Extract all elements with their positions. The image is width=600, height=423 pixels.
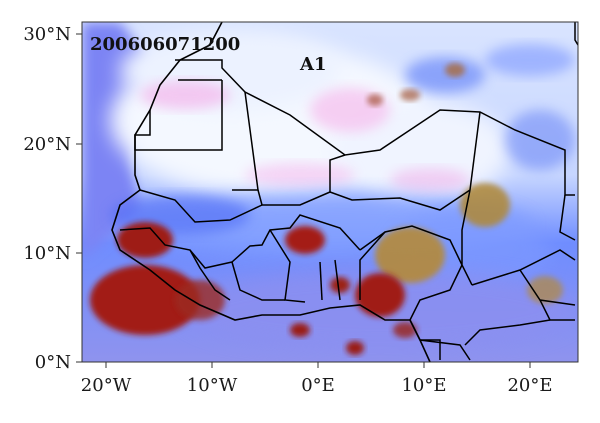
lon-label-20e: 20°E (507, 375, 552, 396)
lon-label-10e: 10°E (401, 375, 446, 396)
lat-label-30n: 30°N (23, 24, 71, 45)
satellite-imagery (82, 22, 578, 362)
lat-label-0n: 0°N (35, 352, 71, 373)
coastline (111, 22, 431, 362)
map-frame (81, 21, 579, 363)
lat-label-10n: 10°N (23, 243, 71, 264)
timestamp-label: 200606071200 (90, 34, 240, 55)
lat-label-20n: 20°N (23, 134, 71, 155)
lon-label-10w: 10°W (187, 375, 238, 396)
panel-label: A1 (299, 54, 327, 75)
country-borders (119, 22, 578, 361)
tick-marks (76, 33, 531, 368)
lon-label-0e: 0°E (301, 375, 335, 396)
lon-label-20w: 20°W (81, 375, 132, 396)
